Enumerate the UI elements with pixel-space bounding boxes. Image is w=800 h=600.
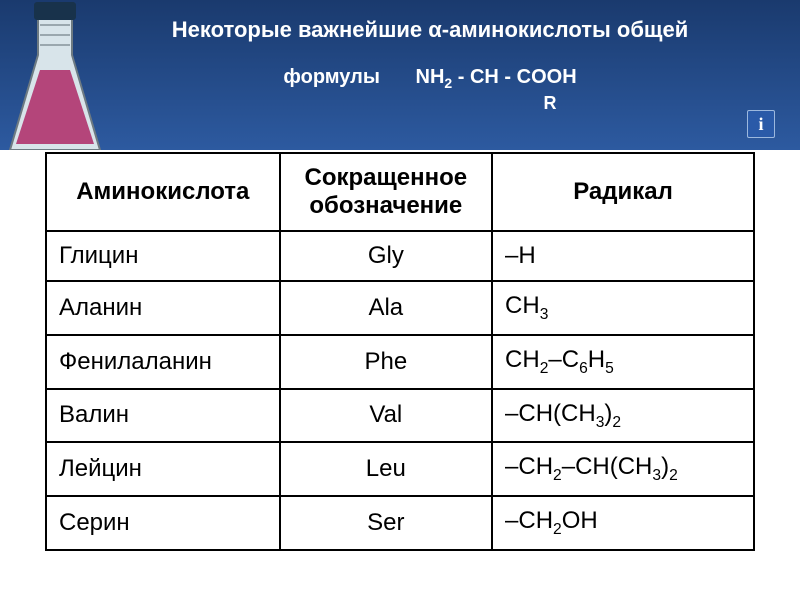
table-row: ВалинVal–CH(CH3)2 (46, 389, 754, 443)
cell-abbr: Val (280, 389, 492, 443)
cell-radical: CH3 (492, 281, 754, 335)
slide-header: Некоторые важнейшие α-аминокислоты общей… (0, 0, 800, 150)
header-title: Некоторые важнейшие α-аминокислоты общей (60, 15, 800, 46)
cell-abbr: Phe (280, 335, 492, 389)
flask-cap (34, 2, 76, 20)
amino-acid-table: Аминокислота Сокращенное обозначение Рад… (45, 152, 755, 551)
cell-abbr: Leu (280, 442, 492, 496)
table-container: Аминокислота Сокращенное обозначение Рад… (0, 152, 800, 551)
table-row: ФенилаланинPheCH2–C6H5 (46, 335, 754, 389)
table-row: СеринSer–CH2OH (46, 496, 754, 550)
cell-radical: –CH(CH3)2 (492, 389, 754, 443)
formula-label: формулы (283, 66, 380, 88)
info-button[interactable]: i (747, 110, 775, 138)
cell-name: Валин (46, 389, 280, 443)
formula-line: формулы NH2 - CH - COOH (60, 66, 800, 91)
table-row: ЛейцинLeu–CH2–CH(CH3)2 (46, 442, 754, 496)
table-body: ГлицинGly–HАланинAlaCH3ФенилаланинPheCH2… (46, 231, 754, 550)
cell-radical: –H (492, 231, 754, 281)
col-abbr: Сокращенное обозначение (280, 153, 492, 231)
table-header-row: Аминокислота Сокращенное обозначение Рад… (46, 153, 754, 231)
cell-name: Лейцин (46, 442, 280, 496)
cell-abbr: Ser (280, 496, 492, 550)
col-amino: Аминокислота (46, 153, 280, 231)
col-radical: Радикал (492, 153, 754, 231)
flask-icon (0, 0, 110, 150)
cell-radical: –CH2OH (492, 496, 754, 550)
cell-abbr: Gly (280, 231, 492, 281)
cell-radical: –CH2–CH(CH3)2 (492, 442, 754, 496)
table-row: АланинAlaCH3 (46, 281, 754, 335)
cell-name: Фенилаланин (46, 335, 280, 389)
cell-abbr: Ala (280, 281, 492, 335)
table-row: ГлицинGly–H (46, 231, 754, 281)
cell-name: Аланин (46, 281, 280, 335)
cell-name: Глицин (46, 231, 280, 281)
formula-r: R (300, 93, 800, 114)
cell-radical: CH2–C6H5 (492, 335, 754, 389)
formula: NH2 - CH - COOH (416, 66, 577, 88)
cell-name: Серин (46, 496, 280, 550)
